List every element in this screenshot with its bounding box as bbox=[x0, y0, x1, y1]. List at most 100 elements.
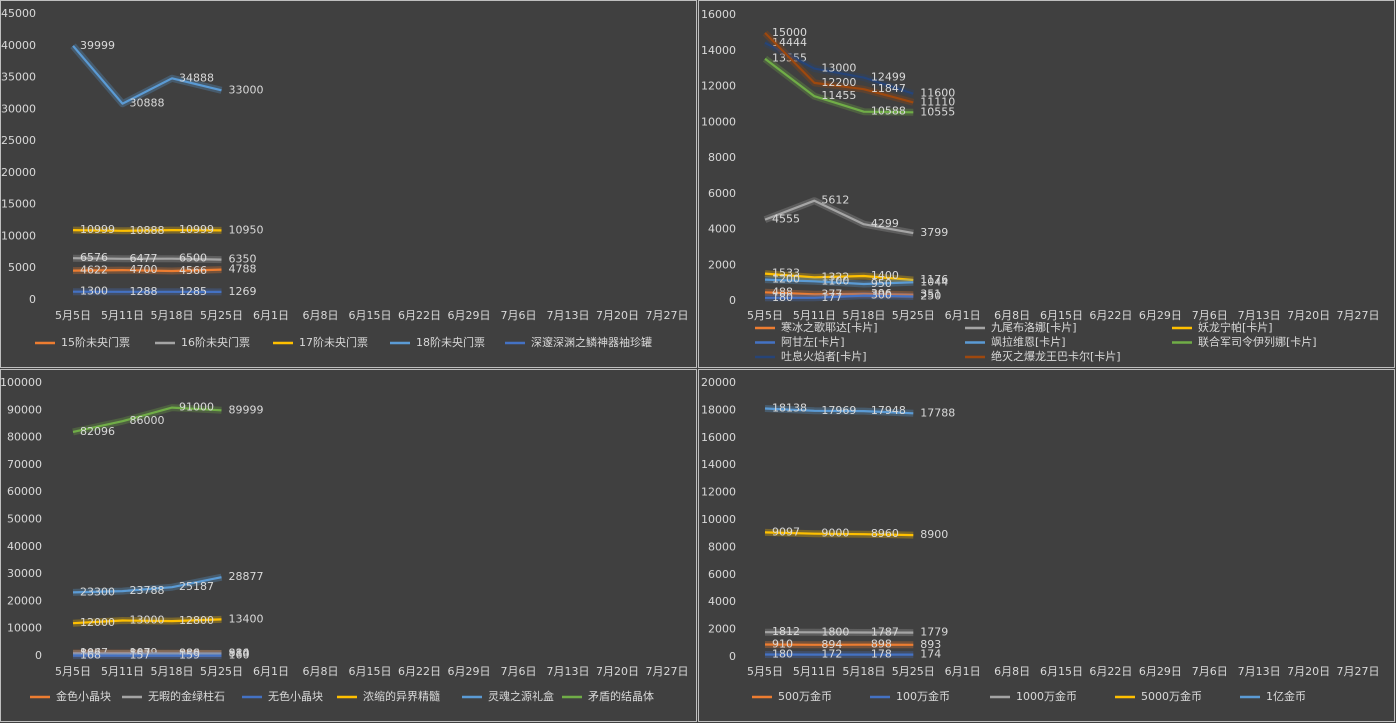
legend-label: 1亿金币 bbox=[1266, 689, 1306, 703]
series-line bbox=[764, 278, 914, 286]
y-tick-label: 25000 bbox=[1, 134, 36, 147]
x-tick-label: 5月11日 bbox=[793, 309, 836, 322]
data-label: 6477 bbox=[130, 252, 158, 265]
series-line bbox=[72, 229, 222, 232]
y-tick-label: 20000 bbox=[1, 166, 36, 179]
y-tick-label: 90000 bbox=[7, 403, 42, 416]
x-tick-label: 5月18日 bbox=[842, 665, 885, 678]
y-tick-label: 6000 bbox=[708, 187, 736, 200]
data-label: 28877 bbox=[229, 570, 264, 583]
legend-label: 15阶未央门票 bbox=[61, 335, 130, 349]
x-tick-label: 6月1日 bbox=[945, 665, 981, 678]
data-label: 177 bbox=[821, 291, 842, 304]
y-tick-label: 12000 bbox=[701, 80, 736, 93]
y-tick-label: 10000 bbox=[701, 513, 736, 526]
x-tick-label: 5月5日 bbox=[747, 665, 783, 678]
legend-label: 绝灭之爆龙王巴卡尔[卡片] bbox=[991, 349, 1121, 363]
x-tick-label: 7月27日 bbox=[1337, 309, 1380, 322]
data-label: 10999 bbox=[80, 223, 115, 236]
data-label: 893 bbox=[920, 638, 941, 651]
legend-label: 妖龙宁帕[卡片] bbox=[1198, 320, 1273, 334]
data-label: 1800 bbox=[821, 625, 849, 638]
data-label: 894 bbox=[821, 638, 842, 651]
x-tick-label: 7月6日 bbox=[1192, 309, 1228, 322]
data-label: 6576 bbox=[80, 251, 108, 264]
data-label: 351 bbox=[920, 288, 941, 301]
x-tick-label: 5月25日 bbox=[200, 309, 243, 322]
series-line bbox=[764, 199, 914, 235]
legend-label: 九尾布洛娜[卡片] bbox=[991, 320, 1077, 334]
y-tick-label: 15000 bbox=[1, 198, 36, 211]
legend-label: 1000万金币 bbox=[1016, 689, 1077, 703]
data-label: 898 bbox=[871, 638, 892, 651]
data-label: 10999 bbox=[179, 223, 214, 236]
data-label: 159 bbox=[179, 649, 200, 662]
x-tick-label: 7月27日 bbox=[646, 665, 689, 678]
series-line bbox=[72, 406, 222, 433]
legend-label: 寒冰之歌耶达[卡片] bbox=[781, 320, 878, 334]
x-tick-label: 7月20日 bbox=[1287, 309, 1330, 322]
y-tick-label: 0 bbox=[729, 294, 736, 307]
legend-label: 无暇的金绿柱石 bbox=[148, 689, 225, 703]
y-tick-label: 40000 bbox=[7, 540, 42, 553]
data-label: 6500 bbox=[179, 252, 207, 265]
data-label: 12200 bbox=[821, 76, 856, 89]
x-tick-label: 5月11日 bbox=[101, 309, 144, 322]
x-tick-label: 5月11日 bbox=[101, 665, 144, 678]
y-tick-label: 16000 bbox=[701, 8, 736, 21]
y-tick-label: 35000 bbox=[1, 71, 36, 84]
x-tick-label: 6月8日 bbox=[303, 309, 339, 322]
x-tick-label: 7月20日 bbox=[596, 309, 639, 322]
data-label: 4555 bbox=[772, 213, 800, 226]
data-label: 89999 bbox=[229, 403, 264, 416]
y-tick-label: 70000 bbox=[7, 458, 42, 471]
data-label: 4299 bbox=[871, 217, 899, 230]
data-label: 910 bbox=[772, 638, 793, 651]
y-tick-label: 2000 bbox=[708, 623, 736, 636]
x-tick-label: 6月15日 bbox=[1040, 665, 1083, 678]
data-label: 160 bbox=[229, 649, 250, 662]
legend-label: 17阶未央门票 bbox=[299, 335, 368, 349]
legend-label: 深邃深渊之鳞神器袖珍罐 bbox=[531, 335, 652, 349]
data-label: 1533 bbox=[772, 267, 800, 280]
y-tick-label: 0 bbox=[729, 650, 736, 663]
y-tick-label: 18000 bbox=[701, 403, 736, 416]
series-line bbox=[764, 291, 914, 296]
data-label: 34888 bbox=[179, 71, 214, 84]
x-tick-label: 7月6日 bbox=[501, 665, 537, 678]
series-line bbox=[764, 32, 914, 104]
legend-label: 16阶未央门票 bbox=[181, 335, 250, 349]
legend-label: 矛盾的结晶体 bbox=[588, 689, 654, 703]
data-label: 18138 bbox=[772, 402, 807, 415]
y-tick-label: 12000 bbox=[701, 486, 736, 499]
data-label: 914 bbox=[229, 647, 250, 660]
data-label: 13400 bbox=[229, 612, 264, 625]
data-label: 1176 bbox=[920, 273, 948, 286]
series-line bbox=[764, 57, 914, 114]
data-label: 11600 bbox=[920, 87, 955, 100]
x-tick-label: 6月29日 bbox=[448, 309, 491, 322]
x-tick-label: 7月13日 bbox=[1238, 309, 1281, 322]
series-line bbox=[764, 531, 914, 537]
data-label: 10555 bbox=[920, 105, 955, 118]
series-line bbox=[72, 45, 222, 105]
data-label: 17948 bbox=[871, 404, 906, 417]
x-tick-label: 6月29日 bbox=[1139, 309, 1182, 322]
legend-label: 5000万金币 bbox=[1141, 689, 1202, 703]
legend-label: 浓缩的异界精髓 bbox=[363, 689, 440, 703]
x-tick-label: 6月8日 bbox=[994, 665, 1030, 678]
data-label: 5612 bbox=[821, 194, 849, 207]
x-tick-label: 6月15日 bbox=[349, 309, 392, 322]
x-tick-label: 6月1日 bbox=[253, 309, 289, 322]
data-label: 13000 bbox=[821, 62, 856, 75]
data-label: 1285 bbox=[179, 285, 207, 298]
data-label: 82096 bbox=[80, 425, 115, 438]
y-tick-label: 50000 bbox=[7, 513, 42, 526]
data-label: 1200 bbox=[772, 273, 800, 286]
panel bbox=[698, 0, 1395, 368]
data-label: 14444 bbox=[772, 36, 807, 49]
data-label: 9000 bbox=[821, 527, 849, 540]
data-label: 1812 bbox=[772, 625, 800, 638]
data-label: 180 bbox=[772, 648, 793, 661]
